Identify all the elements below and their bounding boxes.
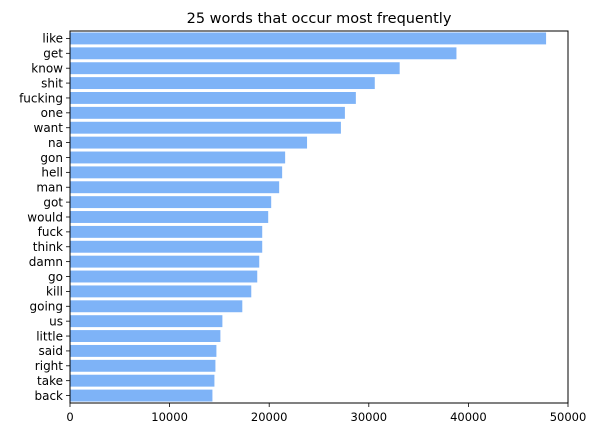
y-tick-label: one (41, 106, 63, 120)
y-tick-label: right (35, 359, 63, 373)
bar-damn (70, 255, 260, 268)
y-axis-ticks: likegetknowshitfuckingonewantnagonhellma… (19, 32, 70, 403)
y-tick-label: damn (29, 255, 63, 269)
bar-hell (70, 166, 283, 179)
y-tick-label: us (49, 314, 63, 328)
y-tick-label: going (29, 300, 63, 314)
y-tick-label: got (43, 195, 63, 209)
y-tick-label: kill (46, 285, 63, 299)
bar-shit (70, 77, 375, 90)
bar-fucking (70, 92, 356, 104)
y-tick-label: would (27, 210, 63, 224)
bar-got (70, 196, 272, 209)
x-tick-label: 10000 (151, 410, 188, 424)
y-tick-label: think (33, 240, 63, 254)
y-tick-label: like (42, 32, 63, 46)
bar-said (70, 344, 217, 357)
x-tick-label: 40000 (450, 410, 487, 424)
x-tick-label: 0 (66, 410, 73, 424)
bar-want (70, 121, 341, 134)
y-tick-label: little (36, 329, 63, 343)
bar-think (70, 240, 263, 253)
bar-us (70, 315, 223, 328)
y-tick-label: take (37, 374, 63, 388)
y-tick-label: man (36, 181, 63, 195)
y-tick-label: hell (41, 166, 63, 180)
y-tick-label: na (48, 136, 63, 150)
x-tick-label: 50000 (550, 410, 587, 424)
y-tick-label: go (48, 270, 63, 284)
bar-na (70, 136, 308, 149)
bar-go (70, 270, 258, 283)
x-axis-ticks: 0 10000 20000 30000 40000 50000 (66, 403, 586, 424)
y-tick-label: gon (40, 151, 63, 165)
bar-like (70, 32, 547, 45)
y-tick-label: know (31, 62, 63, 76)
y-tick-label: want (34, 121, 64, 135)
bar-back (70, 389, 213, 402)
bar-one (70, 106, 345, 119)
bar-get (70, 47, 457, 60)
bar-man (70, 181, 280, 194)
bar-gon (70, 151, 286, 164)
x-tick-label: 20000 (251, 410, 288, 424)
bar-know (70, 62, 400, 75)
y-tick-label: fucking (19, 91, 63, 105)
bars-group (70, 32, 547, 402)
bar-would (70, 211, 269, 223)
chart-title: 25 words that occur most frequently (187, 11, 452, 27)
y-tick-label: get (43, 47, 63, 61)
y-tick-label: said (38, 344, 63, 358)
x-tick-label: 30000 (351, 410, 388, 424)
bar-kill (70, 285, 252, 298)
y-tick-label: back (34, 389, 63, 403)
bar-going (70, 300, 243, 313)
y-tick-label: fuck (38, 225, 63, 239)
bar-fuck (70, 225, 263, 238)
bar-little (70, 330, 221, 342)
bar-right (70, 359, 216, 372)
plot-frame (69, 30, 569, 404)
y-tick-label: shit (41, 76, 63, 90)
bar-take (70, 374, 215, 387)
